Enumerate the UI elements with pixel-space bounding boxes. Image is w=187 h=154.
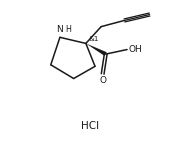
Text: H: H [65,25,71,34]
Text: OH: OH [128,45,142,54]
Text: O: O [99,76,106,85]
Text: N: N [56,25,62,34]
Text: HCl: HCl [81,121,99,131]
Polygon shape [86,43,107,56]
Text: &1: &1 [89,36,99,42]
